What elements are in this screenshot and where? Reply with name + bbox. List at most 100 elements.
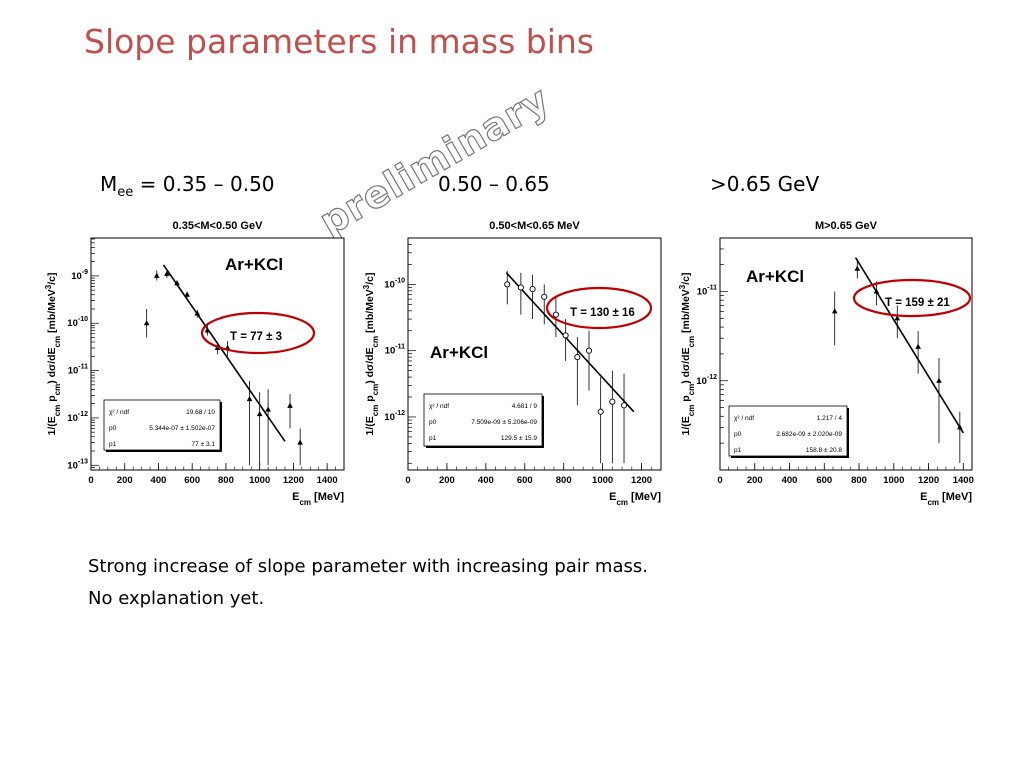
fit-param-name: p1	[734, 447, 742, 454]
x-axis-label: Ecm [MeV]	[292, 491, 344, 507]
data-point	[620, 402, 628, 409]
data-point	[574, 354, 581, 361]
x-tick-label: 200	[747, 475, 763, 486]
x-tick-label: 1000	[592, 475, 613, 486]
mass-subscript: ee	[117, 185, 134, 200]
x-tick-label: 0	[405, 475, 410, 486]
system-label: Ar+KCl	[225, 255, 283, 274]
data-point	[529, 286, 536, 293]
fit-line	[854, 257, 964, 434]
chart-panel-3: M>0.65 GeV 0 200 400 600 800 1000 1200 1400 10-11…	[676, 216, 988, 516]
x-axis-label: Ecm [MeV]	[920, 491, 972, 507]
data-point	[873, 288, 880, 294]
x-tick-label: 600	[816, 475, 832, 486]
fit-box	[728, 405, 848, 457]
y-tick-label: 10-11	[68, 364, 88, 377]
fit-param-name: p1	[429, 435, 437, 442]
fit-param-name: χ² / ndf	[734, 415, 754, 422]
data-point	[246, 395, 253, 402]
x-tick-label: 800	[218, 475, 234, 486]
x-tick-label: 1000	[249, 475, 270, 486]
y-tick-label: 10-9	[71, 269, 88, 282]
y-tick-label: 10-12	[67, 411, 88, 424]
fit-param-value: 2.682e-09 ± 2.020e-09	[776, 431, 842, 438]
conclusion-line-2: No explanation yet.	[88, 588, 265, 609]
y-tick-label: 10-12	[696, 374, 717, 387]
y-tick-label: 10-12	[384, 410, 405, 423]
data-point	[174, 280, 180, 286]
data-point	[517, 284, 524, 291]
data-point	[831, 308, 838, 314]
y-axis-label: 1/(Ecm pcm) dσ/dEcm [mb/MeV3/c]	[678, 272, 696, 435]
x-tick-label: 800	[851, 475, 867, 486]
mass-bin-label-3: >0.65 GeV	[710, 172, 820, 196]
y-axis-label: 1/(Ecm pcm) dσ/dEcm [mb/MeV3/c]	[44, 272, 62, 435]
data-point	[297, 439, 303, 445]
fit-box	[103, 399, 221, 451]
mass-bin-label-1: Mee = 0.35 – 0.50	[100, 172, 275, 200]
fit-param-name: p0	[734, 431, 742, 438]
data-point	[585, 347, 593, 354]
highlight-ellipse	[545, 286, 653, 330]
slope-label: T = 159 ± 21	[885, 297, 950, 309]
x-tick-label: 200	[439, 475, 455, 486]
fit-param-value: 19.68 / 10	[186, 409, 215, 416]
data-layer	[831, 257, 964, 463]
slope-label: T = 130 ± 16	[570, 307, 635, 319]
conclusion-line-1: Strong increase of slope parameter with …	[88, 556, 648, 577]
x-tick-label: 1200	[918, 475, 939, 486]
x-tick-label: 1400	[317, 475, 338, 486]
data-point	[562, 332, 569, 339]
data-point	[204, 327, 211, 333]
fit-box	[423, 393, 543, 447]
fit-param-name: p0	[429, 419, 437, 426]
fit-param-value: 129.5 ± 15.9	[501, 435, 537, 442]
x-tick-label: 0	[717, 475, 722, 486]
highlight-ellipse	[852, 278, 972, 318]
x-tick-label: 400	[478, 475, 494, 486]
x-tick-label: 400	[782, 475, 798, 486]
data-point	[854, 265, 861, 271]
data-point	[936, 377, 942, 383]
y-tick-label: 10-13	[67, 458, 88, 471]
chart-svg-3: M>0.65 GeV 0 200 400 600 800 1000 1200 1400 10-11…	[678, 220, 974, 507]
y-tick-label: 10-11	[697, 285, 717, 298]
data-point	[265, 406, 271, 412]
mass-bin-label-2: 0.50 – 0.65	[438, 172, 550, 196]
data-point	[184, 291, 190, 297]
mass-symbol: M	[100, 172, 118, 196]
x-tick-label: 1200	[283, 475, 304, 486]
data-point	[894, 315, 901, 321]
fit-param-value: 7.509e-09 ± 5.206e-09	[471, 419, 537, 426]
chart-title: 0.50<M<0.65 MeV	[489, 220, 580, 232]
y-tick-label: 10-11	[385, 344, 405, 357]
data-point	[597, 408, 604, 415]
chart-title: 0.35<M<0.50 GeV	[173, 220, 264, 232]
fit-param-value: 5.344e-07 ± 1.502e-07	[149, 425, 215, 432]
data-point	[164, 270, 170, 276]
x-tick-label: 400	[151, 475, 167, 486]
fit-param-value: 158.8 ± 20.8	[806, 447, 842, 454]
data-point	[541, 293, 548, 300]
mass-range-1: = 0.35 – 0.50	[133, 172, 275, 196]
x-axis-label: Ecm [MeV]	[609, 491, 661, 507]
fit-param-name: p1	[109, 441, 117, 448]
slope-label: T = 77 ± 3	[230, 331, 282, 343]
data-point	[153, 272, 160, 278]
fit-param-value: 1.217 / 4	[817, 415, 843, 422]
data-point	[552, 311, 559, 318]
x-tick-label: 600	[184, 475, 200, 486]
x-tick-label: 600	[517, 475, 533, 486]
highlight-ellipse	[200, 311, 316, 355]
x-tick-label: 0	[88, 475, 93, 486]
y-axis-label: 1/(Ecm pcm) dσ/dEcm [mb/MeV3/c]	[362, 272, 380, 435]
chart-panel-1: 0.35<M<0.50 GeV 0 200 400 600 800 1000 1200 1400…	[42, 216, 354, 516]
fit-param-name: χ² / ndf	[429, 403, 449, 410]
system-label: Ar+KCl	[430, 343, 488, 362]
data-layer	[504, 270, 635, 464]
data-point	[609, 398, 616, 405]
system-label: Ar+KCl	[746, 267, 804, 286]
chart-panel-2: 0.50<M<0.65 MeV 0 200 400 600 800 1000 1200 10-1…	[360, 216, 672, 516]
data-point	[504, 281, 511, 288]
x-tick-label: 1400	[953, 475, 974, 486]
